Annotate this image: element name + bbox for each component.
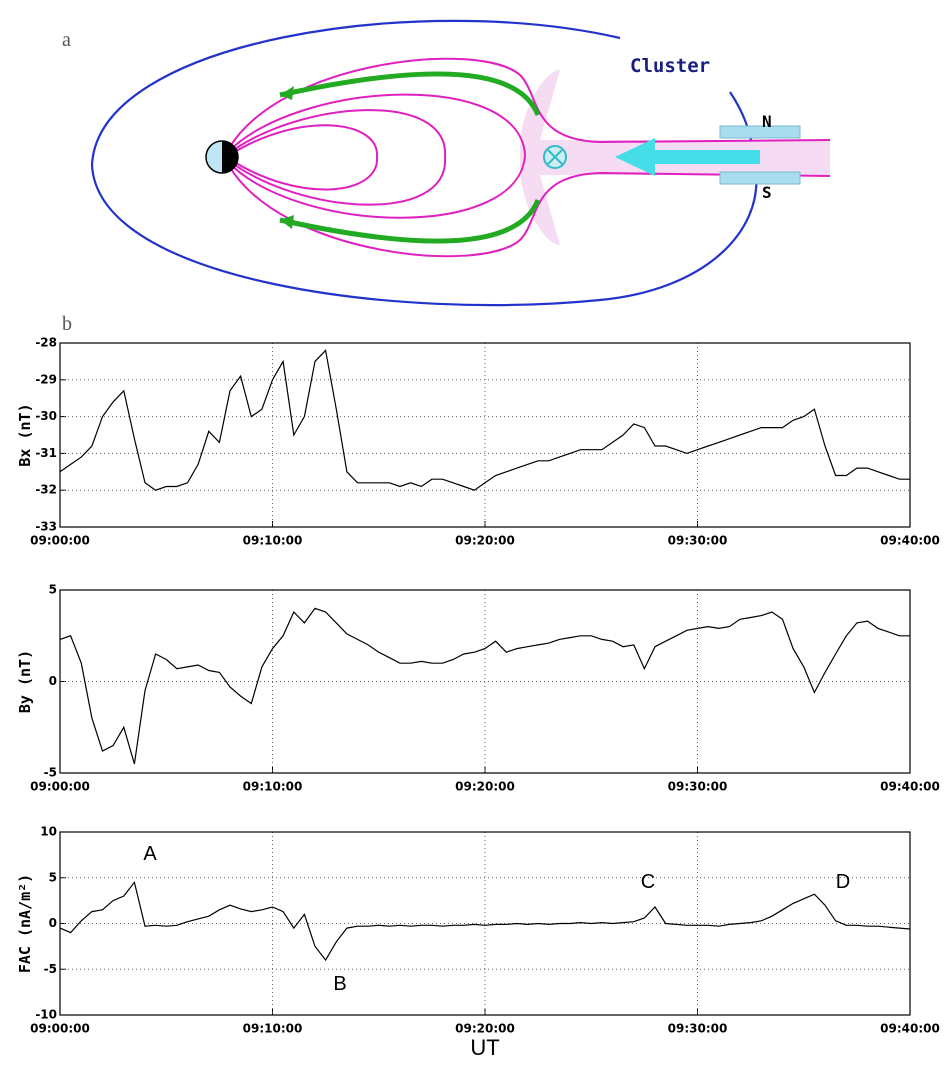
y-tick-label: 5 [49, 870, 57, 884]
earth-night [222, 141, 238, 173]
data-line [59, 880, 911, 962]
flow-arrow [650, 150, 760, 164]
y-tick-label: -5 [44, 766, 57, 780]
y-tick-label: -31 [35, 446, 57, 460]
south-label: S [762, 183, 772, 202]
x-tick-label: 09:00:00 [30, 1022, 90, 1036]
north-label: N [762, 112, 772, 131]
y-tick-label: -10 [35, 1008, 57, 1022]
y-tick-label: 0 [49, 674, 57, 688]
current-arrow [279, 199, 541, 244]
y-axis-label: Bx (nT) [16, 403, 34, 466]
y-axis-label: FAC (nA/m²) [16, 874, 34, 973]
y-tick-label: -5 [44, 962, 57, 976]
diagram: a b Cluster N S [62, 19, 831, 335]
magnetopause [90, 19, 758, 307]
annotation: C [641, 871, 655, 893]
current-symbol [547, 149, 563, 165]
x-tick-label: 09:10:00 [243, 1022, 303, 1036]
x-tick-label: 09:20:00 [455, 1022, 515, 1036]
y-tick-label: -29 [35, 372, 57, 386]
annotation: D [836, 871, 850, 893]
x-tick-label: 09:40:00 [880, 780, 940, 794]
x-tick-label: 09:20:00 [455, 534, 515, 548]
spacecraft-box [719, 171, 801, 185]
y-tick-label: -28 [35, 336, 57, 350]
data-line [59, 349, 910, 491]
y-tick-label: -30 [35, 409, 57, 423]
chart: -33 -32 -31 -30 -29 -28 09:00:00 09:10:00 09:20:… [16, 336, 940, 548]
spacecraft-label: Cluster [630, 55, 710, 77]
annotation: A [143, 843, 157, 865]
arrow-head [280, 215, 294, 229]
y-tick-label: 5 [49, 583, 57, 597]
plot-frame [59, 589, 911, 774]
y-axis-label: By (nT) [16, 650, 34, 713]
y-tick-label: -32 [35, 483, 57, 497]
data-line [59, 607, 910, 765]
panel-label: a [62, 29, 71, 51]
x-tick-label: 09:10:00 [243, 534, 303, 548]
y-tick-label: 0 [49, 916, 57, 930]
current-arrow [279, 71, 541, 116]
x-axis-label: UT [470, 1035, 499, 1060]
y-tick-label: 10 [40, 825, 57, 839]
arrow-head [280, 86, 294, 100]
x-tick-label: 09:10:00 [243, 780, 303, 794]
x-tick-label: 09:00:00 [30, 780, 90, 794]
x-tick-label: 09:00:00 [30, 534, 90, 548]
chart: -10 -5 0 5 10 09:00:00 09:10:00 09:20:00 09:30:0… [16, 825, 940, 1061]
plot-frame [59, 342, 911, 528]
panel-label: b [62, 313, 72, 335]
annotation: B [333, 973, 346, 995]
x-tick-label: 09:30:00 [668, 780, 728, 794]
flow-arrow-head [615, 138, 655, 176]
x-tick-label: 09:30:00 [668, 1022, 728, 1036]
spacecraft-box [719, 125, 801, 139]
x-tick-label: 09:40:00 [880, 1022, 940, 1036]
x-tick-label: 09:20:00 [455, 780, 515, 794]
x-tick-label: 09:40:00 [880, 534, 940, 548]
chart: -5 0 5 09:00:00 09:10:00 09:20:00 09:30:00 09:4… [16, 583, 940, 794]
y-tick-label: -33 [35, 520, 57, 534]
plot-frame [59, 831, 911, 1016]
x-tick-label: 09:30:00 [668, 534, 728, 548]
